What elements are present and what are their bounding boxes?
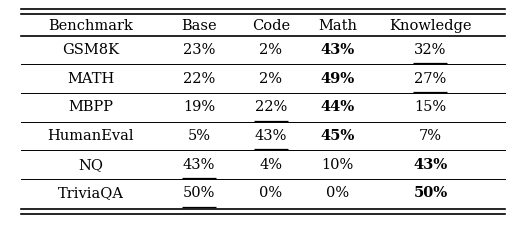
Text: 50%: 50% (413, 186, 447, 200)
Text: 45%: 45% (320, 129, 355, 143)
Text: NQ: NQ (78, 158, 103, 172)
Text: Benchmark: Benchmark (49, 19, 133, 33)
Text: 27%: 27% (414, 72, 446, 86)
Text: Base: Base (181, 19, 217, 33)
Text: Code: Code (252, 19, 290, 33)
Text: GSM8K: GSM8K (62, 43, 119, 57)
Text: 22%: 22% (183, 72, 215, 86)
Text: 44%: 44% (320, 100, 355, 114)
Text: 43%: 43% (183, 158, 215, 172)
Text: 2%: 2% (260, 72, 282, 86)
Text: 0%: 0% (326, 186, 349, 200)
Text: Knowledge: Knowledge (389, 19, 472, 33)
Text: 43%: 43% (320, 43, 355, 57)
Text: 5%: 5% (187, 129, 211, 143)
Text: 23%: 23% (183, 43, 215, 57)
Text: 19%: 19% (183, 100, 215, 114)
Text: 22%: 22% (255, 100, 287, 114)
Text: MATH: MATH (67, 72, 115, 86)
Text: 43%: 43% (255, 129, 287, 143)
Text: 2%: 2% (260, 43, 282, 57)
Text: 7%: 7% (419, 129, 442, 143)
Text: HumanEval: HumanEval (47, 129, 134, 143)
Text: 15%: 15% (414, 100, 446, 114)
Text: 50%: 50% (183, 186, 215, 200)
Text: 49%: 49% (320, 72, 355, 86)
Text: MBPP: MBPP (68, 100, 113, 114)
Text: 0%: 0% (260, 186, 282, 200)
Text: 43%: 43% (413, 158, 447, 172)
Text: 10%: 10% (321, 158, 354, 172)
Text: TriviaQA: TriviaQA (58, 186, 124, 200)
Text: 32%: 32% (414, 43, 446, 57)
Text: Math: Math (318, 19, 357, 33)
Text: 4%: 4% (260, 158, 282, 172)
